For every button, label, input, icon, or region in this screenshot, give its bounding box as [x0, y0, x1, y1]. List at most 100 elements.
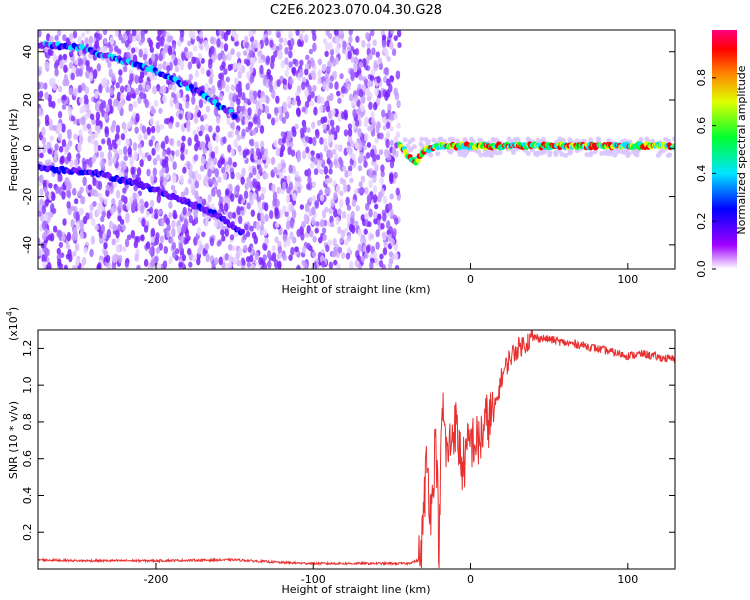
spectrogram-noise-cell [389, 159, 395, 169]
spectrogram-noise-cell [138, 84, 143, 92]
spectrogram-noise-cell [331, 148, 337, 155]
spectrogram-noise-cell [368, 52, 373, 60]
spectrogram-noise-cell [175, 121, 180, 128]
spectrogram-noise-cell [207, 61, 213, 70]
snr-x-label: Height of straight line (km) [281, 583, 430, 596]
spectrogram-noise-cell [160, 217, 165, 227]
spectrogram-noise-cell [109, 186, 114, 195]
spectrogram-noise-cell [244, 35, 249, 43]
snr-content [38, 330, 675, 569]
spectrogram-noise-cell [96, 124, 101, 134]
spectrogram-noise-cell [277, 162, 282, 170]
spectrogram-noise-cell [126, 30, 131, 36]
spectrogram-noise-cell [276, 31, 281, 39]
spectrogram-noise-cell [79, 231, 84, 240]
spectrogram-noise-cell [66, 201, 71, 209]
spectrogram-noise-cell [230, 84, 236, 92]
spectrogram-noise-cell [103, 37, 108, 45]
spectrogram-band-halo [603, 149, 609, 155]
spectrogram-noise-cell [181, 52, 186, 61]
spectrogram-band-halo [599, 150, 605, 156]
spectrogram-noise-cell [312, 42, 317, 52]
spectrogram-noise-cell [339, 73, 344, 80]
spectrogram-noise-cell [291, 209, 297, 218]
spectrogram-noise-cell [118, 199, 123, 209]
spectrogram-noise-cell [261, 95, 266, 103]
spectrogram-noise-cell [67, 152, 72, 162]
spectrogram-noise-cell [108, 68, 113, 78]
spectrogram-noise-cell [118, 148, 123, 156]
spectrogram-noise-cell [70, 72, 75, 81]
spectrogram-noise-cell [346, 213, 351, 223]
spectrogram-noise-cell [201, 231, 206, 238]
spectrogram-noise-cell [281, 181, 287, 191]
spectrogram-noise-cell [42, 143, 47, 152]
spectrogram-noise-cell [306, 243, 311, 250]
spectrogram-noise-cell [38, 81, 41, 91]
spectrogram-noise-cell [339, 33, 345, 40]
spectrogram-noise-cell [80, 32, 86, 38]
spectrogram-noise-cell [207, 194, 212, 203]
spectrogram-noise-cell [156, 193, 162, 204]
spectrogram-noise-cell [143, 258, 149, 267]
spectrogram-track-cell [239, 228, 246, 235]
spectrogram-noise-cell [394, 252, 399, 261]
spectrogram-noise-cell [120, 93, 125, 101]
spectrogram-y-tick-label: -40 [21, 236, 34, 254]
spectrogram-noise-cell [380, 170, 385, 178]
spectrogram-noise-cell [107, 98, 113, 107]
spectrogram-noise-cell [145, 84, 150, 91]
spectrogram-noise-cell [268, 79, 273, 88]
spectrogram-noise-cell [240, 209, 245, 216]
spectrogram-noise-cell [368, 124, 374, 132]
spectrogram-noise-cell [46, 261, 52, 269]
spectrogram-noise-cell [301, 221, 306, 229]
spectrogram-noise-cell [260, 146, 265, 155]
spectrogram-noise-cell [382, 212, 387, 222]
spectrogram-noise-cell [274, 236, 279, 244]
spectrogram-noise-cell [162, 180, 167, 187]
spectrogram-x-tick-label: 100 [617, 273, 638, 286]
spectrogram-noise-cell [378, 259, 384, 268]
spectrogram-noise-cell [94, 224, 99, 231]
spectrogram-noise-cell [217, 79, 222, 88]
spectrogram-noise-cell [380, 222, 385, 230]
spectrogram-noise-cell [290, 149, 296, 157]
spectrogram-noise-cell [253, 181, 258, 188]
spectrogram-noise-cell [61, 139, 67, 148]
spectrogram-y-axis: -40 -20 0 20 40 [21, 45, 675, 254]
spectrogram-noise-cell [251, 129, 257, 136]
spectrogram-noise-cell [117, 255, 123, 264]
spectrogram-noise-cell [38, 107, 42, 117]
spectrogram-noise-cell [51, 77, 56, 84]
spectrogram-noise-cell [250, 263, 256, 269]
spectrogram-noise-cell [188, 51, 193, 59]
spectrogram-noise-cell [322, 123, 327, 130]
spectrogram-noise-cell [313, 157, 319, 166]
spectrogram-noise-cell [271, 183, 276, 193]
spectrogram-noise-cell [227, 243, 233, 251]
spectrogram-noise-cell [155, 142, 161, 152]
spectrogram-noise-cell [62, 218, 67, 226]
spectrogram-noise-cell [123, 145, 128, 156]
spectrogram-noise-cell [344, 169, 349, 178]
spectrogram-noise-cell [322, 138, 328, 148]
spectrogram-noise-cell [336, 263, 341, 269]
spectrogram-noise-cell [204, 133, 210, 142]
spectrogram-noise-cell [39, 81, 44, 90]
spectrogram-noise-cell [358, 88, 364, 98]
spectrogram-noise-cell [138, 48, 143, 58]
spectrogram-noise-cell [146, 126, 151, 135]
spectrogram-noise-cell [388, 226, 394, 235]
spectrogram-noise-cell [84, 86, 90, 95]
spectrogram-noise-cell [328, 81, 334, 90]
spectrogram-noise-cell [346, 234, 352, 242]
spectrogram-noise-cell [171, 228, 176, 238]
spectrogram-noise-cell [363, 228, 368, 235]
spectrogram-band-halo [666, 138, 672, 144]
spectrogram-noise-cell [225, 188, 230, 196]
spectrogram-noise-cell [133, 151, 138, 161]
spectrogram-noise-cell [113, 142, 118, 150]
spectrogram-noise-cell [151, 147, 156, 156]
spectrogram-noise-cell [117, 103, 122, 111]
